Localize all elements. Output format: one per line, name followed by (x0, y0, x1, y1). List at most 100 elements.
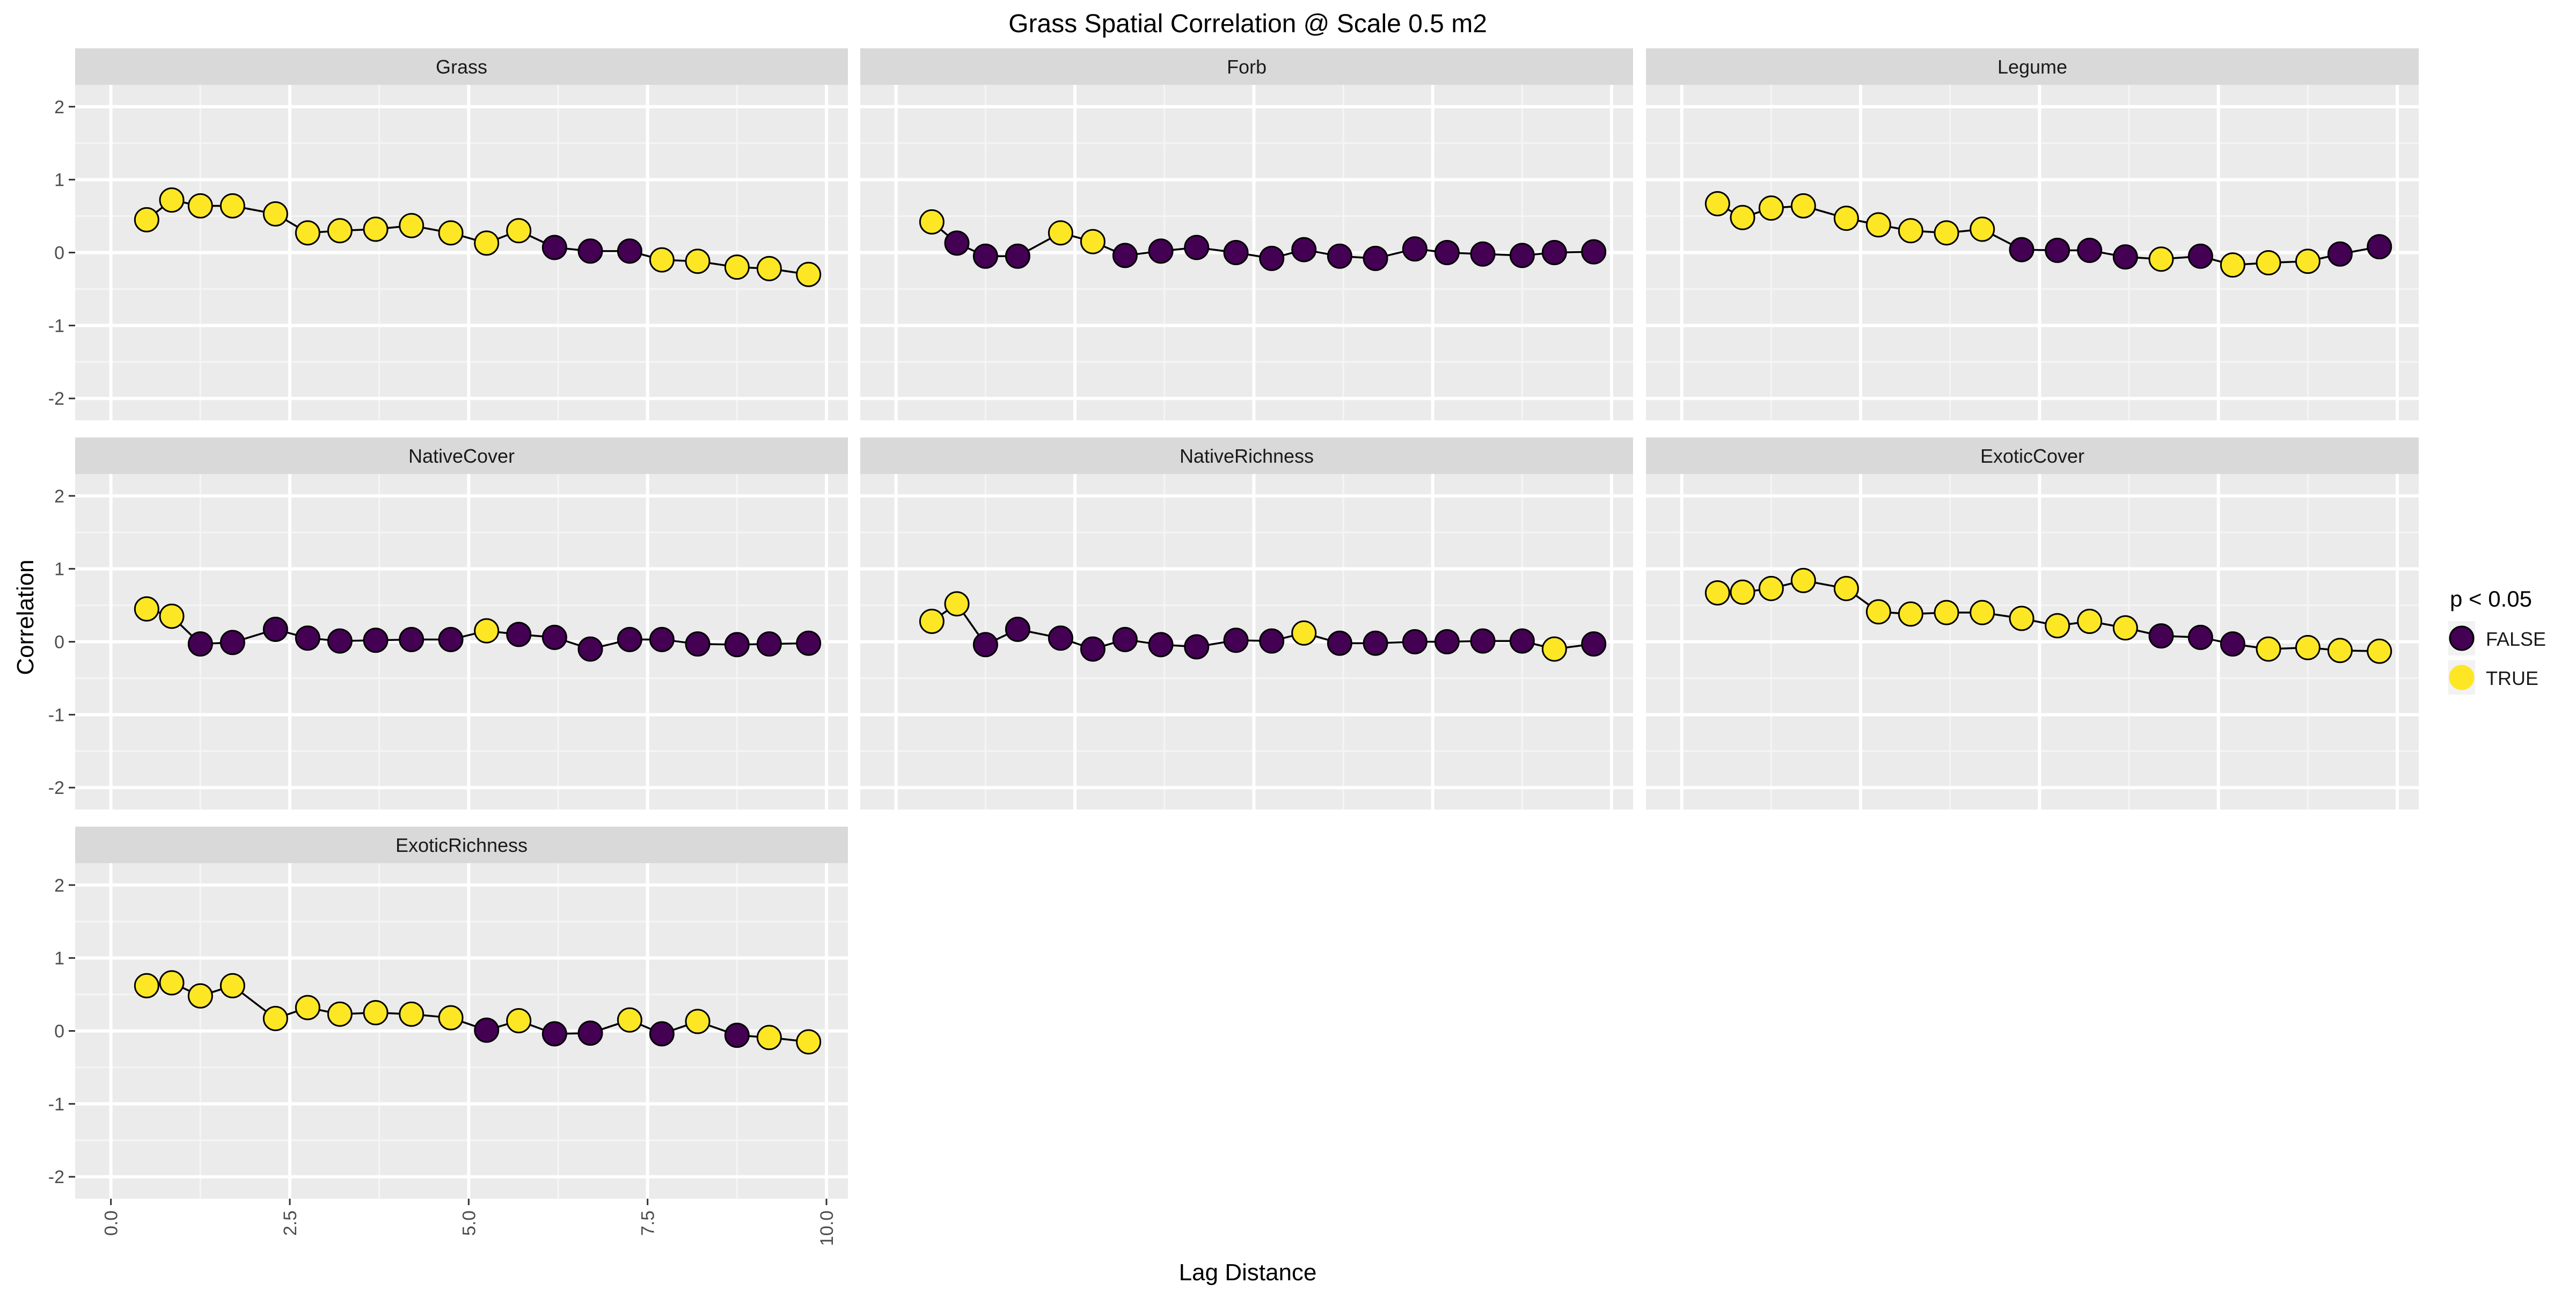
data-point (756, 256, 782, 281)
data-point (438, 626, 464, 652)
data-point (1790, 567, 1816, 593)
data-point (2295, 634, 2321, 660)
data-point (2367, 638, 2392, 664)
panel-strip-label: ExoticRichness (396, 834, 528, 856)
panel-strip (75, 437, 848, 474)
data-point (2009, 606, 2035, 631)
data-point (1934, 600, 1959, 625)
data-point (1970, 600, 1995, 625)
data-point (2327, 241, 2353, 267)
data-point (363, 216, 389, 242)
legend-swatch-true (2449, 665, 2475, 690)
data-point (1758, 575, 1784, 601)
data-point (1048, 625, 1073, 651)
data-point (2187, 243, 2213, 269)
data-point (1112, 626, 1138, 652)
data-point (1048, 220, 1073, 246)
data-point (2077, 237, 2103, 263)
data-point (1327, 630, 1352, 656)
data-point (474, 1017, 500, 1043)
data-point (617, 238, 642, 264)
data-point (262, 201, 288, 227)
data-point (1327, 243, 1352, 269)
panel-strip-label: Legume (1997, 56, 2067, 78)
data-point (1898, 601, 1923, 627)
data-point (1790, 193, 1816, 219)
data-point (649, 247, 675, 273)
data-point (134, 596, 159, 622)
y-tick-label: 1 (54, 170, 64, 191)
y-tick-label: -1 (48, 705, 64, 725)
y-tick-label: 0 (54, 1022, 64, 1042)
data-point (1865, 212, 1891, 238)
panel-strip (1646, 437, 2419, 474)
data-point (1833, 206, 1859, 231)
data-point (506, 622, 532, 647)
data-point (262, 616, 288, 642)
data-point (919, 608, 945, 634)
data-point (1259, 628, 1285, 654)
data-point (363, 1000, 389, 1026)
data-point (295, 995, 320, 1020)
data-point (159, 187, 185, 213)
panel-nativecover: NativeCover -2 -1 0 1 2 (48, 437, 848, 809)
data-point (796, 261, 822, 287)
y-tick-label: 0 (54, 243, 64, 264)
data-point (2256, 636, 2281, 662)
data-point (1005, 616, 1030, 642)
data-point (1470, 241, 1496, 267)
data-point (1730, 205, 1755, 230)
data-point (1704, 580, 1730, 606)
data-point (577, 238, 603, 264)
chart-title: Grass Spatial Correlation @ Scale 0.5 m2 (1008, 10, 1487, 38)
data-point (685, 249, 711, 274)
data-point (1223, 240, 1249, 265)
data-point (2148, 246, 2174, 272)
data-point (724, 1023, 750, 1048)
data-point (796, 1029, 822, 1055)
data-point (295, 625, 320, 651)
data-point (159, 603, 185, 629)
data-point (1080, 229, 1106, 254)
x-tick-label: 0.0 (101, 1210, 122, 1236)
data-point (2045, 613, 2070, 639)
y-axis-label: Correlation (12, 559, 39, 675)
data-point (1509, 628, 1535, 654)
data-point (327, 628, 353, 654)
data-point (919, 209, 945, 235)
panel-strip-label: Grass (436, 56, 487, 78)
x-tick-label: 10.0 (817, 1210, 837, 1246)
panel-strip (860, 437, 1633, 474)
data-point (724, 632, 750, 658)
x-axis-label: Lag Distance (1179, 1259, 1317, 1286)
data-point (2112, 615, 2138, 641)
data-point (1112, 243, 1138, 268)
panel-strip (860, 48, 1633, 85)
data-point (438, 220, 464, 246)
data-point (1434, 629, 1460, 654)
panel-strip-label: Forb (1227, 56, 1267, 78)
panel-strip (1646, 48, 2419, 85)
data-point (541, 235, 567, 260)
data-point (685, 631, 711, 657)
data-point (2220, 252, 2245, 278)
data-point (2187, 624, 2213, 650)
data-point (2148, 623, 2174, 649)
data-point (1402, 629, 1428, 654)
data-point (2009, 237, 2035, 262)
data-point (1898, 218, 1923, 244)
y-tick-label: -2 (48, 1167, 64, 1187)
data-point (1434, 240, 1460, 265)
data-point (1363, 245, 1388, 271)
data-point (219, 630, 245, 655)
data-point (1363, 630, 1388, 656)
data-point (1259, 245, 1285, 271)
data-point (1581, 631, 1607, 657)
data-point (363, 628, 389, 653)
data-point (1865, 599, 1891, 625)
data-point (541, 624, 567, 650)
data-point (134, 207, 159, 232)
data-point (972, 243, 998, 269)
data-point (2220, 631, 2245, 657)
